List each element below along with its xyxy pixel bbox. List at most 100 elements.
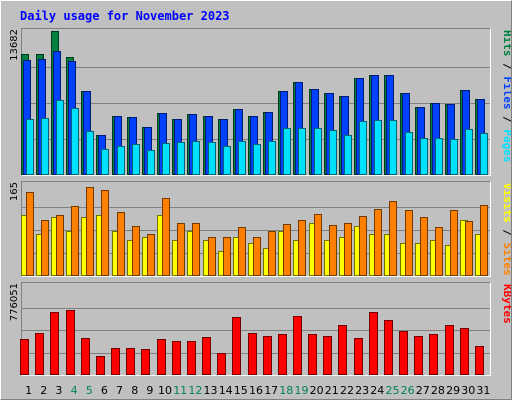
panel-1-axis-label-part-1: Hits <box>501 30 511 57</box>
x-tick-label-day-31: 31 <box>476 384 490 397</box>
x-tick-label-day-17: 17 <box>264 384 278 397</box>
bar-kbytes-day-31 <box>475 346 484 375</box>
bar-pages-day-12 <box>192 141 200 175</box>
x-tick-label-day-18: 18 <box>279 384 293 397</box>
bar-sites-day-17 <box>268 231 276 276</box>
bar-sites-day-6 <box>101 190 109 276</box>
bar-pages-day-23 <box>359 121 367 175</box>
panel-2-axis-label-part-1: Visits <box>501 183 511 223</box>
bar-pages-day-7 <box>117 146 125 175</box>
x-tick-label-day-14: 14 <box>219 384 233 397</box>
bar-sites-day-3 <box>56 215 64 276</box>
bar-sites-day-23 <box>359 216 367 276</box>
x-tick-label-day-5: 5 <box>86 384 93 397</box>
x-tick-label-day-15: 15 <box>234 384 248 397</box>
panel-2-axis-label-part-3: Sites <box>501 243 511 276</box>
x-tick-label-day-25: 25 <box>386 384 400 397</box>
bar-sites-day-4 <box>71 206 79 276</box>
bar-kbytes-day-21 <box>323 336 332 375</box>
bar-sites-day-14 <box>223 237 231 276</box>
bar-pages-day-6 <box>101 149 109 175</box>
chart-panels: 13682 Hits / Files / Pages 165 Visits / Sit… <box>9 28 511 376</box>
panel-3-max-label: 776051 <box>9 283 20 321</box>
x-tick-label-day-3: 3 <box>55 384 62 397</box>
bar-kbytes-day-13 <box>202 337 211 375</box>
bar-pages-day-26 <box>405 132 413 175</box>
x-tick-label-day-24: 24 <box>370 384 384 397</box>
bar-sites-day-26 <box>405 210 413 276</box>
bar-sites-day-13 <box>208 237 216 276</box>
panel-2-axis-label: Visits / Sites <box>501 183 511 276</box>
bar-sites-day-31 <box>480 205 488 276</box>
bar-kbytes-day-6 <box>96 356 105 375</box>
x-axis-day-labels: 1 2 3 4 5 6 7 8 9 10 11 12 13 14 15 16 17 18 19 20 21 22 23 24 2… <box>25 384 490 397</box>
bar-pages-day-28 <box>435 138 443 175</box>
panel-2-max-label: 165 <box>9 182 20 201</box>
bar-kbytes-day-15 <box>232 317 241 375</box>
bar-kbytes-day-7 <box>111 348 120 375</box>
panel-2: 165 Visits / Sites <box>9 181 511 277</box>
bar-pages-day-14 <box>223 146 231 175</box>
bar-kbytes-day-11 <box>172 341 181 375</box>
bar-pages-day-3 <box>56 100 64 175</box>
bar-kbytes-day-10 <box>157 339 166 375</box>
x-tick-label-day-1: 1 <box>25 384 32 397</box>
chart-title: Daily usage for November 2023 <box>20 9 230 23</box>
panel-1-axis-label-part-5: Pages <box>501 129 511 162</box>
bar-pages-day-31 <box>480 133 488 175</box>
x-tick-label-day-29: 29 <box>446 384 460 397</box>
bar-pages-day-25 <box>389 120 397 175</box>
bar-sites-day-25 <box>389 201 397 276</box>
x-tick-label-day-13: 13 <box>204 384 218 397</box>
x-tick-label-day-9: 9 <box>146 384 153 397</box>
bar-sites-day-10 <box>162 198 170 276</box>
bar-kbytes-day-24 <box>369 312 378 375</box>
bar-sites-day-22 <box>344 223 352 276</box>
bar-pages-day-11 <box>177 142 185 175</box>
x-tick-label-day-6: 6 <box>101 384 108 397</box>
bar-kbytes-day-14 <box>217 353 226 375</box>
x-tick-label-day-19: 19 <box>295 384 309 397</box>
bar-pages-day-27 <box>420 138 428 175</box>
panel-3-plot-area-edge-light <box>21 282 491 376</box>
x-tick-label-day-2: 2 <box>40 384 47 397</box>
bar-kbytes-day-26 <box>399 331 408 375</box>
panel-2-axis-label-part-2: / <box>501 223 511 243</box>
bar-sites-day-9 <box>147 234 155 276</box>
x-tick-label-day-27: 27 <box>416 384 430 397</box>
bar-kbytes-day-9 <box>141 349 150 375</box>
bar-pages-day-9 <box>147 150 155 175</box>
bar-kbytes-day-2 <box>35 333 44 375</box>
panel-1-axis-label: Hits / Files / Pages <box>501 30 511 163</box>
bar-pages-day-10 <box>162 143 170 175</box>
x-tick-label-day-7: 7 <box>116 384 123 397</box>
x-tick-label-day-28: 28 <box>431 384 445 397</box>
bar-pages-day-5 <box>86 131 94 175</box>
bar-pages-day-22 <box>344 135 352 175</box>
bar-pages-day-15 <box>238 141 246 175</box>
x-tick-label-day-21: 21 <box>325 384 339 397</box>
bar-kbytes-day-19 <box>293 316 302 375</box>
panel-3-axis-label-part-1: KBytes <box>501 284 511 324</box>
bar-sites-day-24 <box>374 209 382 276</box>
panel-3-axis-label: KBytes <box>501 284 511 324</box>
x-tick-label-day-11: 11 <box>173 384 187 397</box>
bar-kbytes-day-22 <box>338 325 347 375</box>
bar-sites-day-19 <box>298 220 306 276</box>
x-tick-label-day-4: 4 <box>71 384 78 397</box>
series-kbytes <box>20 310 484 375</box>
bar-pages-day-16 <box>253 144 261 175</box>
series-visits <box>21 215 483 276</box>
bar-sites-day-2 <box>41 220 49 276</box>
bar-sites-day-16 <box>253 237 261 276</box>
bar-kbytes-day-5 <box>81 338 90 375</box>
x-tick-label-day-20: 20 <box>310 384 324 397</box>
bar-sites-day-8 <box>132 226 140 276</box>
x-tick-label-day-8: 8 <box>131 384 138 397</box>
series-pages <box>26 100 488 175</box>
bar-sites-day-18 <box>283 224 291 276</box>
panel-1-axis-label-part-4: / <box>501 110 511 130</box>
bar-kbytes-day-20 <box>308 334 317 375</box>
bar-sites-day-20 <box>314 214 322 276</box>
